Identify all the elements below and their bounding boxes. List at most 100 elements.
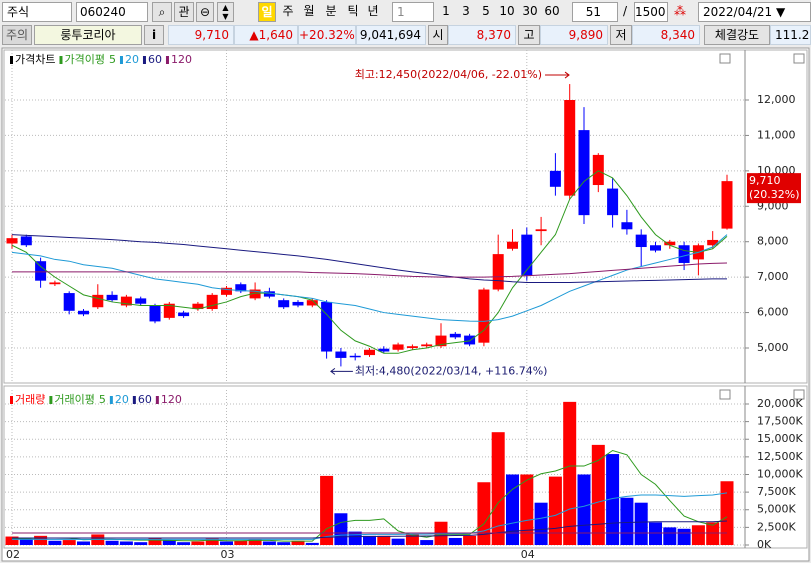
y-tick-label: 5,000 [757,341,789,354]
bar [534,502,548,545]
ma-line [11,170,728,354]
panel-button[interactable] [719,53,731,64]
bar [134,542,148,545]
candle-body [106,294,118,301]
icon-button[interactable]: ⊖ [196,2,214,22]
legend-marker [49,396,53,404]
bar [477,482,491,545]
candle-body [135,298,147,304]
y-tick-label: 5,000K [757,503,796,516]
bar [105,540,119,545]
bar [162,540,176,545]
date-select[interactable]: 2022/04/21 ▼ [698,2,811,22]
bar [191,541,205,545]
high: 9,890 [540,25,608,45]
y-tick-label: 20,000K [757,397,803,410]
candle-body [149,305,161,322]
y-tick-label: 6,000 [757,306,789,319]
ma-line [12,492,728,540]
bar [177,542,191,545]
candle-body [120,296,132,306]
period-button[interactable]: 년 [364,2,382,22]
legend-entry: 60 [138,393,152,406]
interval-select[interactable]: 1 [392,2,434,22]
candle-body [192,303,204,310]
bar [663,527,677,545]
bar [5,536,19,545]
spin-button[interactable]: ▲ ▼ [217,2,234,22]
period-button[interactable]: 일 [258,2,276,22]
candle-body [335,351,347,358]
legend-marker [165,56,169,64]
bar [620,497,634,545]
bar [591,444,605,545]
bar [62,540,76,545]
candle-body [321,301,333,352]
candle-body [664,241,676,246]
panel-button[interactable] [719,389,731,400]
bar [248,539,262,545]
legend-marker [119,56,123,64]
interval-button[interactable]: 10 [498,2,516,22]
panel-button[interactable] [793,389,805,400]
period-button[interactable]: 월 [300,2,318,22]
bar [405,534,419,545]
bar [391,538,405,545]
bar [277,542,291,545]
y-tick-label: 12,500K [757,450,803,463]
legend-ma-title: 거래이평 [54,393,94,406]
period-button[interactable]: 주 [279,2,297,22]
x-tick-label: 02 [6,548,20,561]
last-price: 9,710 [749,174,781,187]
period: 분 [325,4,337,18]
y-tick-label: 2,500K [757,520,796,533]
bar [348,531,362,545]
period: 일 [261,5,273,19]
y-tick-label: 7,500K [757,485,796,498]
code: 060240 [80,5,126,19]
open-label: 시 [428,25,448,45]
candle-body [635,234,647,248]
info-button[interactable]: i [144,25,164,45]
code-input[interactable]: 060240 [76,2,148,22]
interval-button[interactable]: 30 [520,2,540,22]
interval-button[interactable]: 1 [438,2,454,22]
interval: 1 [442,4,450,18]
bar [291,540,305,545]
x-tick-label: 03 [221,548,235,561]
bar [563,401,577,545]
y-tick-label: 11,000 [757,128,796,141]
legend-marker [132,396,136,404]
panel-button[interactable] [793,53,805,64]
candle-body [549,170,561,187]
bar [19,539,33,545]
period-button[interactable]: 틱 [344,2,362,22]
bar [148,537,162,545]
annotation-arrow [330,368,353,375]
bar-count-input[interactable]: 51 [572,2,618,22]
legend-marker [142,56,146,64]
icon-button[interactable]: ⁂ [674,4,686,18]
bar [691,525,705,545]
period-button[interactable]: 분 [322,2,340,22]
candle-body [650,245,661,251]
market-select[interactable]: 주식 [2,2,72,22]
candle-body [378,348,390,352]
annotation-arrow [545,71,570,79]
candle-body [20,236,32,246]
y-tick-label: 10,000K [757,467,803,480]
max-bars[interactable]: 1500 [634,2,668,22]
interval-button[interactable]: 3 [458,2,474,22]
period: 년 [367,4,379,18]
candle-body [406,346,418,348]
watch-button[interactable]: 관 [174,2,194,22]
interval-button[interactable]: 60 [542,2,562,22]
candle-body [92,294,104,308]
search-button[interactable]: ⌕ [152,2,172,22]
interval-button[interactable]: 5 [478,2,494,22]
y-tick-label: 17,500K [757,415,803,428]
candle-body [721,181,733,229]
candle-body [63,293,75,311]
candle-body [421,344,433,347]
